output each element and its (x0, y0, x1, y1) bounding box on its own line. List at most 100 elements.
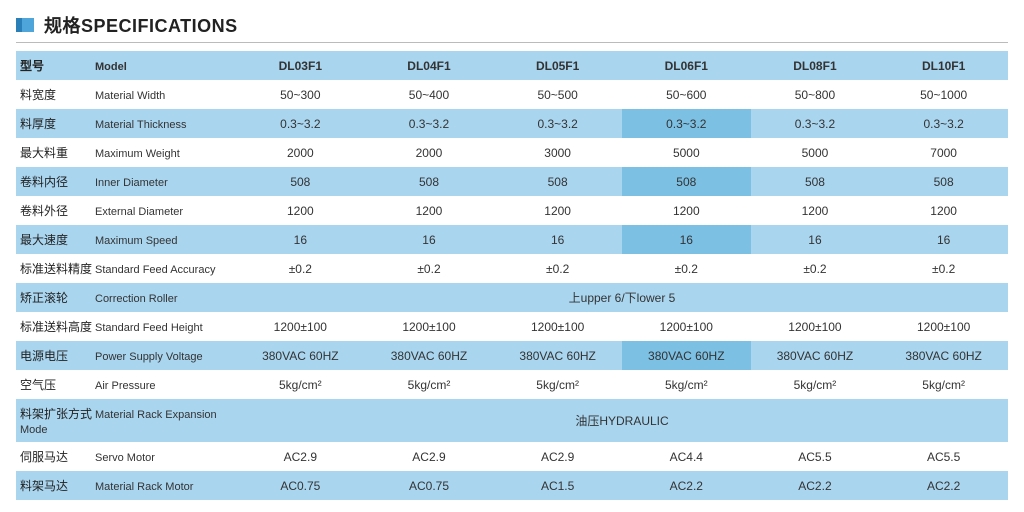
data-cell: 508 (493, 167, 622, 196)
table-row: 卷料外径External Diameter1200120012001200120… (16, 196, 1008, 225)
span-cell: 油压HYDRAULIC (236, 399, 1008, 442)
label-cn: 矫正滚轮 (20, 289, 95, 306)
data-cell: 50~400 (365, 80, 494, 109)
column-header: DL04F1 (365, 51, 494, 80)
data-cell: ±0.2 (493, 254, 622, 283)
label-cn: 卷料内径 (20, 173, 95, 190)
data-cell: 1200 (365, 196, 494, 225)
data-cell: ±0.2 (622, 254, 751, 283)
label-en: Maximum Speed (95, 235, 178, 247)
label-cn: 料宽度 (20, 86, 95, 103)
label-en: Material Rack Motor (95, 481, 193, 493)
data-cell: AC1.5 (493, 471, 622, 500)
row-label: 卷料外径External Diameter (16, 196, 236, 225)
data-cell: 1200±100 (236, 312, 365, 341)
table-row: 矫正滚轮Correction Roller上upper 6/下lower 5 (16, 283, 1008, 312)
data-cell: AC4.4 (622, 442, 751, 471)
spec-table: 型号ModelDL03F1DL04F1DL05F1DL06F1DL08F1DL1… (16, 51, 1008, 500)
data-cell: 16 (622, 225, 751, 254)
data-cell: 5kg/cm² (751, 370, 880, 399)
label-cn: 空气压 (20, 376, 95, 393)
row-label: 料架马达Material Rack Motor (16, 471, 236, 500)
table-row: 料厚度Material Thickness0.3~3.20.3~3.20.3~3… (16, 109, 1008, 138)
data-cell: 1200±100 (879, 312, 1008, 341)
data-cell: 1200±100 (365, 312, 494, 341)
data-cell: 508 (879, 167, 1008, 196)
data-cell: 380VAC 60HZ (236, 341, 365, 370)
row-label: 电源电压Power Supply Voltage (16, 341, 236, 370)
data-cell: 5000 (751, 138, 880, 167)
label-en: Inner Diameter (95, 177, 168, 189)
table-row: 型号ModelDL03F1DL04F1DL05F1DL06F1DL08F1DL1… (16, 51, 1008, 80)
data-cell: 5kg/cm² (236, 370, 365, 399)
data-cell: 508 (236, 167, 365, 196)
label-cn: 电源电压 (20, 347, 95, 364)
data-cell: 1200 (751, 196, 880, 225)
data-cell: 0.3~3.2 (622, 109, 751, 138)
row-label: 料架扩张方式Material Rack Expansion Mode (16, 399, 236, 442)
data-cell: 0.3~3.2 (236, 109, 365, 138)
row-label: 卷料内径Inner Diameter (16, 167, 236, 196)
data-cell: AC2.2 (751, 471, 880, 500)
data-cell: 16 (751, 225, 880, 254)
table-row: 标准送料高度Standard Feed Height1200±1001200±1… (16, 312, 1008, 341)
data-cell: 508 (365, 167, 494, 196)
table-row: 伺服马达Servo MotorAC2.9AC2.9AC2.9AC4.4AC5.5… (16, 442, 1008, 471)
data-cell: 5kg/cm² (879, 370, 1008, 399)
data-cell: 1200 (622, 196, 751, 225)
row-label: 标准送料精度Standard Feed Accuracy (16, 254, 236, 283)
table-row: 最大速度Maximum Speed161616161616 (16, 225, 1008, 254)
label-cn: 标准送料精度 (20, 260, 95, 277)
label-en: Standard Feed Accuracy (95, 264, 215, 276)
data-cell: 7000 (879, 138, 1008, 167)
data-cell: ±0.2 (236, 254, 365, 283)
data-cell: 1200 (236, 196, 365, 225)
table-row: 料架扩张方式Material Rack Expansion Mode油压HYDR… (16, 399, 1008, 442)
data-cell: 5kg/cm² (365, 370, 494, 399)
data-cell: AC5.5 (879, 442, 1008, 471)
data-cell: 380VAC 60HZ (751, 341, 880, 370)
label-cn: 卷料外径 (20, 202, 95, 219)
table-row: 卷料内径Inner Diameter508508508508508508 (16, 167, 1008, 196)
data-cell: 1200±100 (622, 312, 751, 341)
data-cell: 1200±100 (493, 312, 622, 341)
table-row: 料架马达Material Rack MotorAC0.75AC0.75AC1.5… (16, 471, 1008, 500)
table-row: 料宽度Material Width50~30050~40050~50050~60… (16, 80, 1008, 109)
label-cn: 最大速度 (20, 231, 95, 248)
row-label: 伺服马达Servo Motor (16, 442, 236, 471)
label-en: Air Pressure (95, 380, 156, 392)
data-cell: 1200 (879, 196, 1008, 225)
label-cn: 标准送料高度 (20, 318, 95, 335)
data-cell: 16 (879, 225, 1008, 254)
data-cell: AC2.2 (622, 471, 751, 500)
title-text: 规格SPECIFICATIONS (44, 12, 238, 38)
label-en: Maximum Weight (95, 148, 180, 160)
section-title: 规格SPECIFICATIONS (16, 12, 1008, 43)
data-cell: ±0.2 (879, 254, 1008, 283)
data-cell: ±0.2 (365, 254, 494, 283)
data-cell: 380VAC 60HZ (879, 341, 1008, 370)
data-cell: AC0.75 (365, 471, 494, 500)
data-cell: AC2.2 (879, 471, 1008, 500)
data-cell: 508 (751, 167, 880, 196)
column-header: DL08F1 (751, 51, 880, 80)
label-cn: 型号 (20, 57, 95, 74)
data-cell: 50~1000 (879, 80, 1008, 109)
data-cell: 380VAC 60HZ (365, 341, 494, 370)
data-cell: 5kg/cm² (493, 370, 622, 399)
row-label: 最大料重Maximum Weight (16, 138, 236, 167)
data-cell: 0.3~3.2 (751, 109, 880, 138)
data-cell: 50~800 (751, 80, 880, 109)
row-label: 标准送料高度Standard Feed Height (16, 312, 236, 341)
data-cell: 50~600 (622, 80, 751, 109)
data-cell: 1200 (493, 196, 622, 225)
data-cell: 380VAC 60HZ (493, 341, 622, 370)
label-en: Servo Motor (95, 452, 155, 464)
data-cell: 50~300 (236, 80, 365, 109)
column-header: DL06F1 (622, 51, 751, 80)
data-cell: 16 (365, 225, 494, 254)
data-cell: 380VAC 60HZ (622, 341, 751, 370)
table-row: 标准送料精度Standard Feed Accuracy±0.2±0.2±0.2… (16, 254, 1008, 283)
data-cell: 50~500 (493, 80, 622, 109)
row-label: 型号Model (16, 51, 236, 80)
